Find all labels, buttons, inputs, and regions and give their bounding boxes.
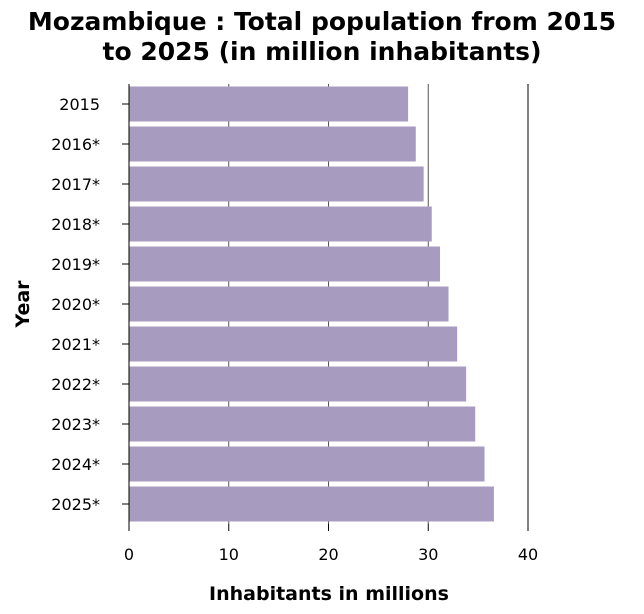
x-tick-label-4: 40	[518, 545, 538, 564]
x-tick-label-0: 0	[124, 545, 134, 564]
bar-2025	[129, 486, 494, 522]
y-tick-label-6: 2021*	[51, 335, 100, 354]
x-tick-label-1: 10	[219, 545, 239, 564]
chart-title-line-1: Mozambique : Total population from 2015	[28, 7, 616, 36]
x-tick-label-2: 20	[318, 545, 338, 564]
bar-2016	[129, 126, 416, 162]
bars	[129, 86, 494, 522]
chart-title-line-2: to 2025 (in million inhabitants)	[103, 37, 542, 66]
y-tick-label-3: 2018*	[51, 215, 100, 234]
y-tick-label-2: 2017*	[51, 175, 100, 194]
y-tick-label-8: 2023*	[51, 415, 100, 434]
bar-2017	[129, 166, 424, 202]
y-tick-label-4: 2019*	[51, 255, 100, 274]
bar-2021	[129, 326, 458, 362]
bar-2024	[129, 446, 485, 482]
y-tick-labels: 2015 2016* 2017* 2018* 2019* 2020* 2021* 2022* 2…	[51, 95, 129, 514]
bar-2020	[129, 286, 449, 322]
y-tick-label-5: 2020*	[51, 295, 100, 314]
x-tick-labels: 0 10 20 30 40	[124, 524, 538, 564]
bar-2015	[129, 86, 409, 122]
y-tick-label-9: 2024*	[51, 455, 100, 474]
y-tick-label-10: 2025*	[51, 495, 100, 514]
y-axis-label: Year	[12, 280, 34, 329]
y-tick-label-7: 2022*	[51, 375, 100, 394]
y-tick-label-0: 2015	[59, 95, 100, 114]
bar-2019	[129, 246, 441, 282]
x-tick-label-3: 30	[418, 545, 438, 564]
y-tick-label-1: 2016*	[51, 135, 100, 154]
bar-2018	[129, 206, 432, 242]
bar-2022	[129, 366, 467, 402]
bar-2023	[129, 406, 476, 442]
x-axis-label: Inhabitants in millions	[209, 583, 449, 605]
